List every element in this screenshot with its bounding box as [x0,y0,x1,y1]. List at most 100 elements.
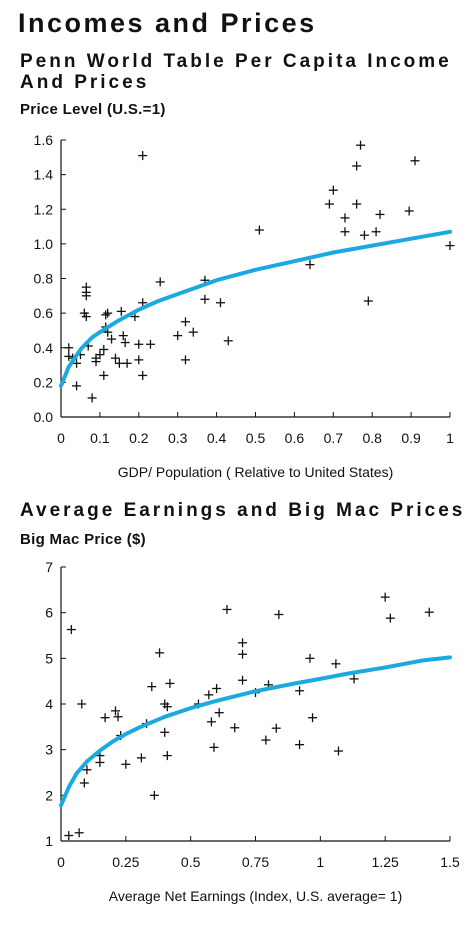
chart1-data-point [103,308,113,318]
chart1-data-point [173,331,183,341]
chart2-data-point [121,759,131,769]
chart1-x-tick-label: 1 [446,430,454,446]
chart2-data-point [212,683,222,693]
chart1-y-tick-label: 1.0 [34,236,54,252]
chart1-data-point [363,296,373,306]
chart2-data-point [82,765,92,775]
chart1-data-point [223,336,233,346]
chart2-data-point [100,713,110,723]
chart1-data-point [114,358,124,368]
chart1-data-point [138,151,148,161]
chart2-data-point [238,649,248,659]
chart1-data-point [107,334,117,344]
chart1-x-tick-label: 0.6 [285,430,305,446]
chart2-y-tick-label: 1 [45,833,53,849]
chart2-x-tick-label: 0.5 [181,854,201,870]
chart1-data-point [99,344,109,354]
chart1-data-point [110,353,120,363]
chart2-data-point [271,723,281,733]
chart1-data-point [81,291,91,301]
chart2-data-point [274,609,284,619]
chart1-data-point [64,351,74,361]
chart1-data-point [134,339,144,349]
chart1-data-point [101,310,111,320]
chart2-x-tick-label: 0 [57,854,65,870]
chart2-y-tick-label: 2 [45,787,53,803]
chart2-title: Average Earnings and Big Mac Prices [20,500,466,521]
chart2-data-point [222,604,232,614]
chart2-y-tick-label: 5 [45,650,53,666]
chart2-x-tick-label: 1.25 [372,854,399,870]
chart1-y-tick-label: 0.4 [34,340,54,356]
chart1-data-point [138,298,148,308]
chart2-data-point [333,746,343,756]
chart1-data-point [359,230,369,240]
chart2-data-point [238,638,248,648]
chart1-x-axis-label: GDP/ Population ( Relative to United Sta… [118,464,393,480]
chart1-x-tick-label: 0 [57,430,65,446]
chart1-data-point [72,381,82,391]
chart2-data-point [136,753,146,763]
chart1-y-tick-label: 1.4 [34,167,54,183]
chart1-data-point [116,306,126,316]
chart1-data-point [215,298,225,308]
chart2-y-tick-label: 3 [45,742,53,758]
chart1-data-point [95,350,105,360]
chart1-data-point [188,327,198,337]
chart1-y-tick-label: 0.0 [34,409,54,425]
chart1-data-point [254,225,264,235]
chart2-data-point [110,706,120,716]
chart1-y-tick-label: 1.2 [34,201,54,217]
chart1-data-point [328,185,338,195]
chart2-data-point [77,699,87,709]
chart1-data-point [99,370,109,380]
chart2-data-point [66,625,76,635]
chart1-trend-line [59,229,452,388]
chart2-axes [60,567,450,842]
chart1-data-point [122,358,132,368]
chart2-data-point [261,735,271,745]
chart1-x-tick-label: 0.1 [90,430,110,446]
chart2-data-point [295,686,305,696]
chart2-data-point [204,690,214,700]
chart2-ticks: 1 2 3 4 5 6 7 0 0.25 0.5 0.75 1 1.25 1.5 [45,559,460,870]
chart1-data-point [180,317,190,327]
chart1-points [64,140,455,403]
chart2-x-tick-label: 0.75 [242,854,269,870]
chart1-data-point [120,338,130,348]
chart1-data-point [375,209,385,219]
chart1-x-tick-label: 0.3 [168,430,188,446]
chart1-y-tick-label: 0.8 [34,271,54,287]
chart2-y-tick-label: 4 [45,696,53,712]
chart1-x-tick-label: 0.9 [401,430,421,446]
chart2-x-tick-label: 1 [316,854,324,870]
chart1-data-point [134,355,144,365]
chart1-y-tick-label: 1.6 [34,132,54,148]
chart1-x-tick-label: 0.7 [324,430,344,446]
chart1-data-point [445,241,455,251]
chart2-data-point [162,702,172,712]
chart2-data-point [424,607,434,617]
chart1-data-point [340,213,350,223]
chart1-scatter-plot: 0.0 0.2 0.4 0.6 0.8 1.0 1.2 1.4 1.6 0 0.1 0.2 0.3 0.4… [34,132,455,480]
chart1-data-point [340,227,350,237]
chart2-data-point [380,592,390,602]
chart1-data-point [352,161,362,171]
chart1-data-point [81,312,91,322]
chart1-data-point [404,206,414,216]
chart1-data-point [87,393,97,403]
chart2-data-point [349,674,359,684]
chart2-data-point [238,675,248,685]
chart1-y-axis-label: Price Level (U.S.=1) [20,101,166,118]
chart2-data-point [74,828,84,838]
chart1-y-tick-label: 0.6 [34,305,54,321]
chart2-x-tick-label: 0.25 [112,854,139,870]
chart2-data-point [155,648,165,658]
chart1-x-tick-label: 0.2 [129,430,149,446]
chart2-data-point [331,659,341,669]
chart1-data-point [356,140,366,150]
chart1-title-line2: And Prices [20,72,150,93]
chart2-data-point [206,717,216,727]
chart2-data-point [385,613,395,623]
